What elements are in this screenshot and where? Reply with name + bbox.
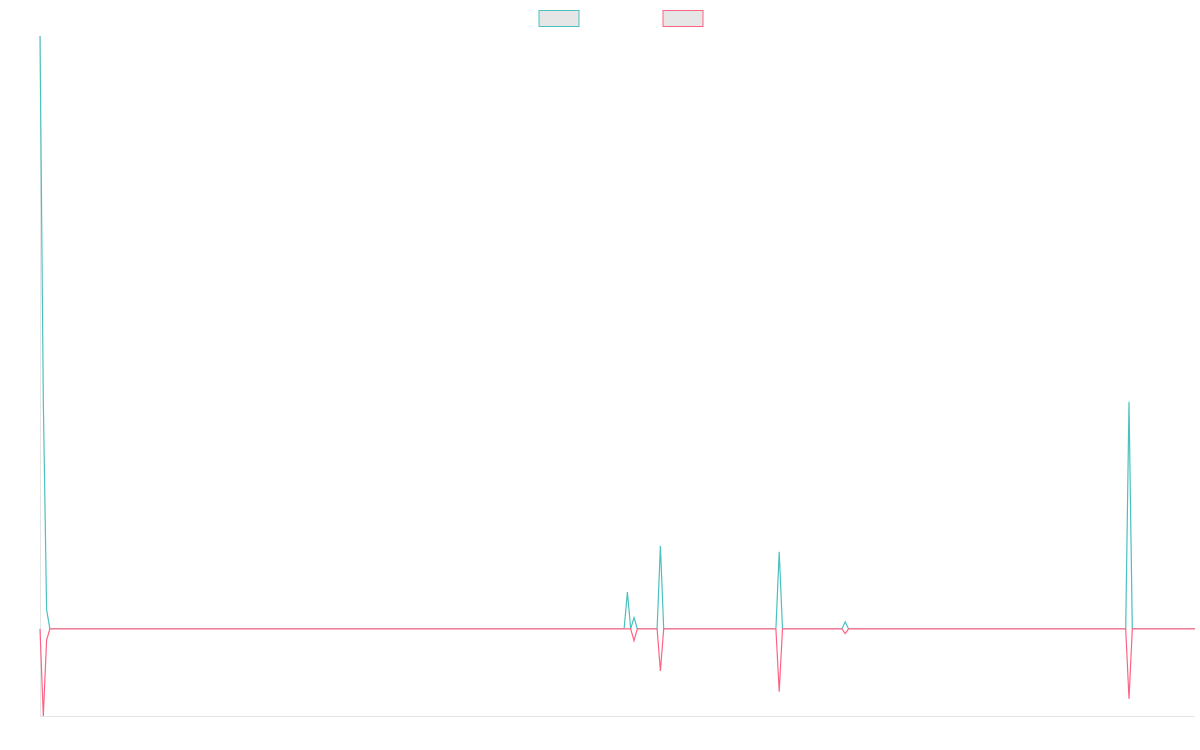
series-line [39, 628, 1195, 717]
legend-swatch[interactable] [662, 10, 704, 27]
legend-swatch[interactable] [538, 10, 580, 27]
series-line [39, 35, 1195, 630]
